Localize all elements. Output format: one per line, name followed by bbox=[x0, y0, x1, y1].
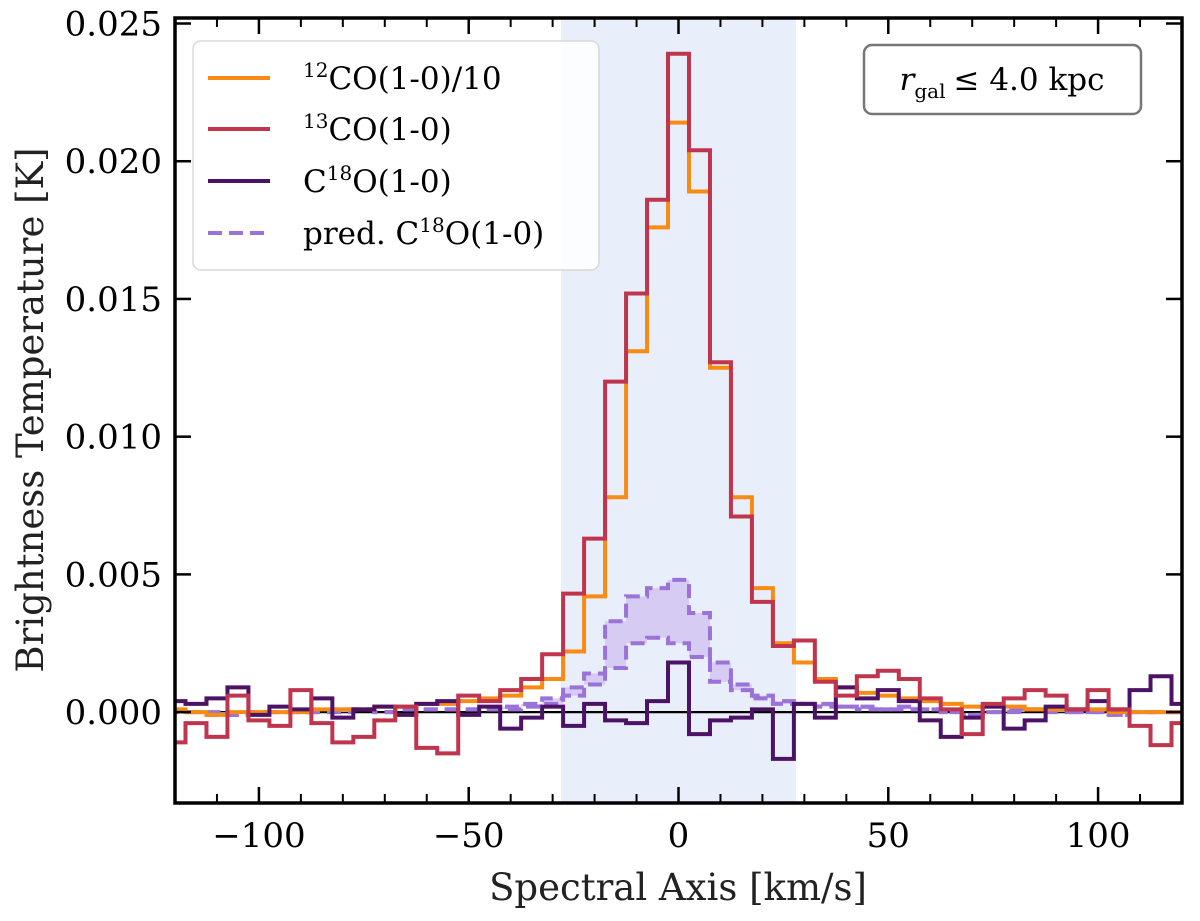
y-tick-label: 0.000 bbox=[65, 693, 162, 733]
y-tick-label: 0.025 bbox=[65, 5, 162, 45]
series-line-13co-1-0 bbox=[175, 51, 1182, 756]
legend-pred-superscript: 18 bbox=[419, 213, 444, 237]
x-axis-title: Spectral Axis [km/s] bbox=[489, 866, 867, 909]
x-tick-label: −100 bbox=[212, 816, 305, 856]
y-tick-label: 0.020 bbox=[65, 142, 162, 182]
legend-c18o-text: O(1-0) bbox=[352, 164, 452, 200]
annotation-condition: ≤ 4.0 kpc bbox=[953, 62, 1104, 98]
legend-12co-superscript: 12 bbox=[303, 58, 328, 82]
legend-12co-text: CO(1-0)/10 bbox=[328, 61, 501, 97]
annotation-text: rgal ≤ 4.0 kpc bbox=[900, 62, 1105, 103]
legend-label-c18o: C18O(1-0) bbox=[303, 161, 452, 200]
legend-label-13co: 13CO(1-0) bbox=[303, 109, 452, 148]
series-line-c18o-1-0 bbox=[175, 660, 1182, 761]
annotation-subscript: gal bbox=[914, 79, 945, 103]
legend-label-pred-c18o: pred. C18O(1-0) bbox=[303, 213, 544, 252]
y-tick-label: 0.005 bbox=[65, 555, 162, 595]
legend-pred-text: O(1-0) bbox=[445, 216, 545, 252]
legend-label-12co: 12CO(1-0)/10 bbox=[303, 58, 502, 97]
legend-box bbox=[192, 40, 600, 271]
y-tick-label: 0.015 bbox=[65, 280, 162, 320]
y-tick-label: 0.010 bbox=[65, 418, 162, 458]
series-group bbox=[175, 51, 1182, 761]
x-tick-label: −50 bbox=[433, 816, 505, 856]
x-tick-label: 0 bbox=[668, 816, 690, 856]
axis-ticks: −100 −50 0 50 100 0.000 0.005 0.010 0.015 0.020 0.… bbox=[65, 5, 1183, 856]
radius-annotation: rgal ≤ 4.0 kpc bbox=[862, 43, 1143, 116]
y-axis-title: Brightness Temperature [K] bbox=[9, 147, 52, 672]
annotation-variable: r bbox=[900, 62, 917, 98]
legend-pred-prefix: pred. C bbox=[303, 216, 419, 252]
annotation-box bbox=[862, 43, 1143, 116]
legend-c18o-prefix: C bbox=[303, 164, 327, 200]
legend-c18o-superscript: 18 bbox=[327, 161, 352, 185]
x-tick-label: 50 bbox=[867, 816, 910, 856]
legend: 12CO(1-0)/10 13CO(1-0) C18O(1-0) pred. C… bbox=[192, 40, 600, 271]
legend-13co-superscript: 13 bbox=[303, 109, 328, 133]
x-tick-label: 100 bbox=[1066, 816, 1131, 856]
legend-13co-text: CO(1-0) bbox=[328, 112, 451, 148]
pred-c18o-fill bbox=[175, 579, 1182, 715]
